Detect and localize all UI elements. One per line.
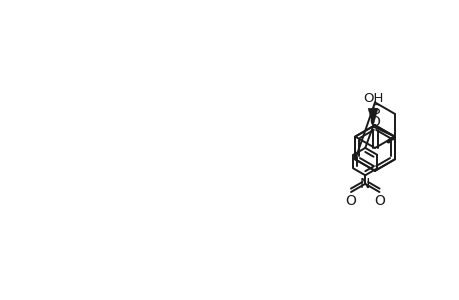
- Text: S: S: [370, 103, 379, 117]
- Text: O: O: [373, 194, 384, 208]
- Polygon shape: [367, 108, 377, 127]
- Text: O: O: [369, 115, 380, 129]
- Text: O: O: [345, 194, 356, 208]
- Text: N: N: [359, 177, 369, 191]
- Text: OH: OH: [362, 92, 382, 105]
